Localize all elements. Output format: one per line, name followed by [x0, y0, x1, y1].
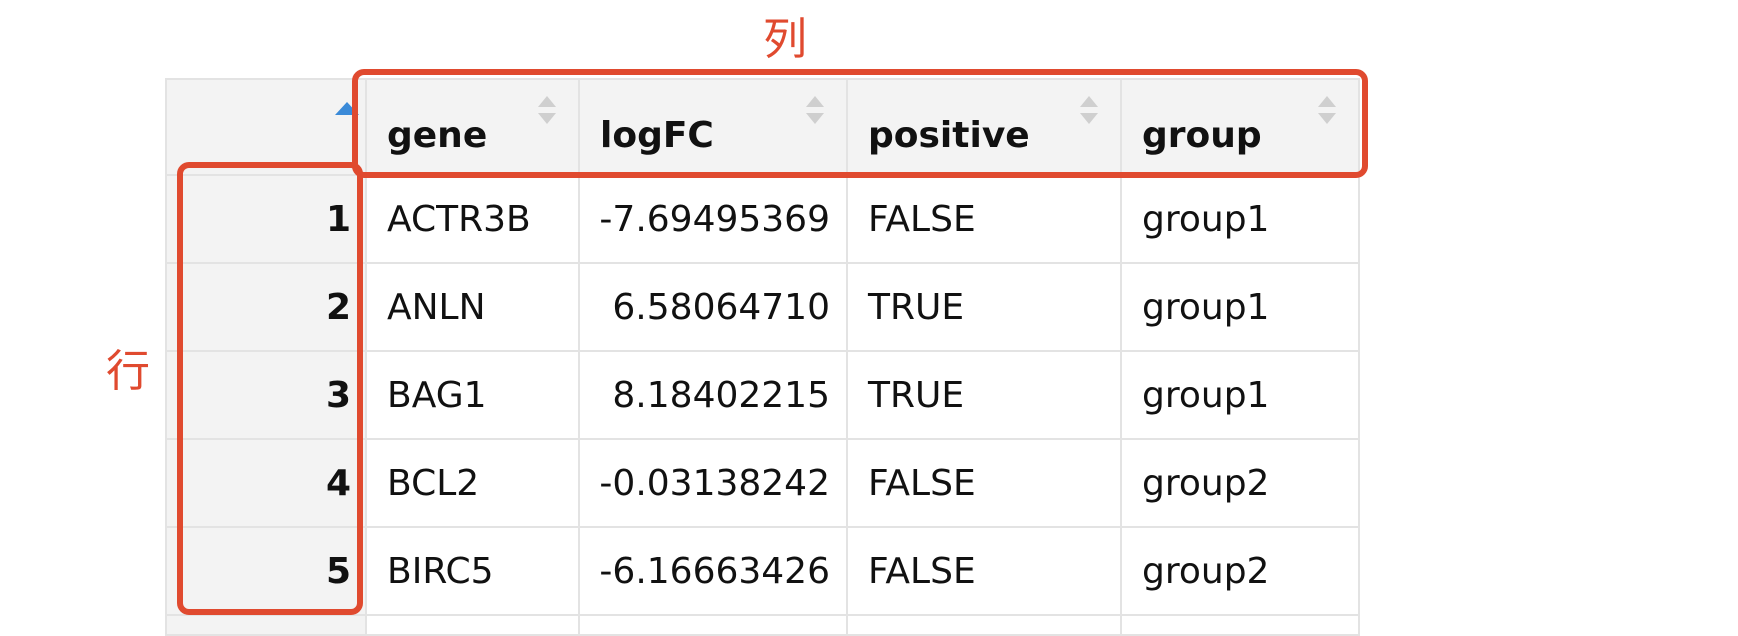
- cell-positive: TRUE: [846, 262, 1122, 352]
- cell-logfc: -6.16663426: [578, 526, 848, 616]
- cell-logfc: [578, 614, 848, 636]
- sort-arrows-icon: [1080, 96, 1098, 128]
- column-header-group[interactable]: group: [1120, 78, 1360, 176]
- cell-group: group2: [1120, 526, 1360, 616]
- data-table: gene logFC positive group 1 ACTR3B -7.69…: [165, 78, 1360, 636]
- cell-group: [1120, 614, 1360, 636]
- cell-positive: FALSE: [846, 438, 1122, 528]
- cell-gene: ANLN: [365, 262, 580, 352]
- table-row-partial: [165, 614, 1360, 636]
- cell-positive: FALSE: [846, 526, 1122, 616]
- cell-logfc: -0.03138242: [578, 438, 848, 528]
- row-index: 5: [165, 526, 367, 616]
- row-index: 4: [165, 438, 367, 528]
- table-header-row: gene logFC positive group: [165, 78, 1360, 176]
- sort-ascending-icon: [335, 102, 359, 115]
- column-annotation-label: 列: [763, 14, 807, 65]
- cell-gene: BAG1: [365, 350, 580, 440]
- column-header-gene[interactable]: gene: [365, 78, 580, 176]
- column-header-label: group: [1142, 114, 1262, 156]
- cell-group: group1: [1120, 350, 1360, 440]
- cell-logfc: 8.18402215: [578, 350, 848, 440]
- column-header-label: logFC: [600, 114, 714, 156]
- cell-positive: FALSE: [846, 174, 1122, 264]
- cell-group: group2: [1120, 438, 1360, 528]
- sort-arrows-icon: [1318, 96, 1336, 128]
- cell-positive: [846, 614, 1122, 636]
- cell-logfc: -7.69495369: [578, 174, 848, 264]
- table-row: 1 ACTR3B -7.69495369 FALSE group1: [165, 174, 1360, 264]
- cell-group: group1: [1120, 174, 1360, 264]
- row-annotation-label: 行: [106, 346, 150, 397]
- sort-arrows-icon: [806, 96, 824, 128]
- table-row: 4 BCL2 -0.03138242 FALSE group2: [165, 438, 1360, 528]
- table-row: 5 BIRC5 -6.16663426 FALSE group2: [165, 526, 1360, 616]
- row-index: 3: [165, 350, 367, 440]
- column-header-label: gene: [387, 114, 488, 156]
- cell-logfc: 6.58064710: [578, 262, 848, 352]
- table-row: 3 BAG1 8.18402215 TRUE group1: [165, 350, 1360, 440]
- cell-gene: BIRC5: [365, 526, 580, 616]
- cell-gene: [365, 614, 580, 636]
- cell-gene: ACTR3B: [365, 174, 580, 264]
- column-header-logfc[interactable]: logFC: [578, 78, 848, 176]
- column-header-positive[interactable]: positive: [846, 78, 1122, 176]
- row-index: 2: [165, 262, 367, 352]
- sort-arrows-icon: [538, 96, 556, 128]
- row-index-header[interactable]: [165, 78, 367, 176]
- row-index: [165, 614, 367, 636]
- table-row: 2 ANLN 6.58064710 TRUE group1: [165, 262, 1360, 352]
- cell-gene: BCL2: [365, 438, 580, 528]
- column-header-label: positive: [868, 114, 1030, 156]
- cell-positive: TRUE: [846, 350, 1122, 440]
- row-index: 1: [165, 174, 367, 264]
- cell-group: group1: [1120, 262, 1360, 352]
